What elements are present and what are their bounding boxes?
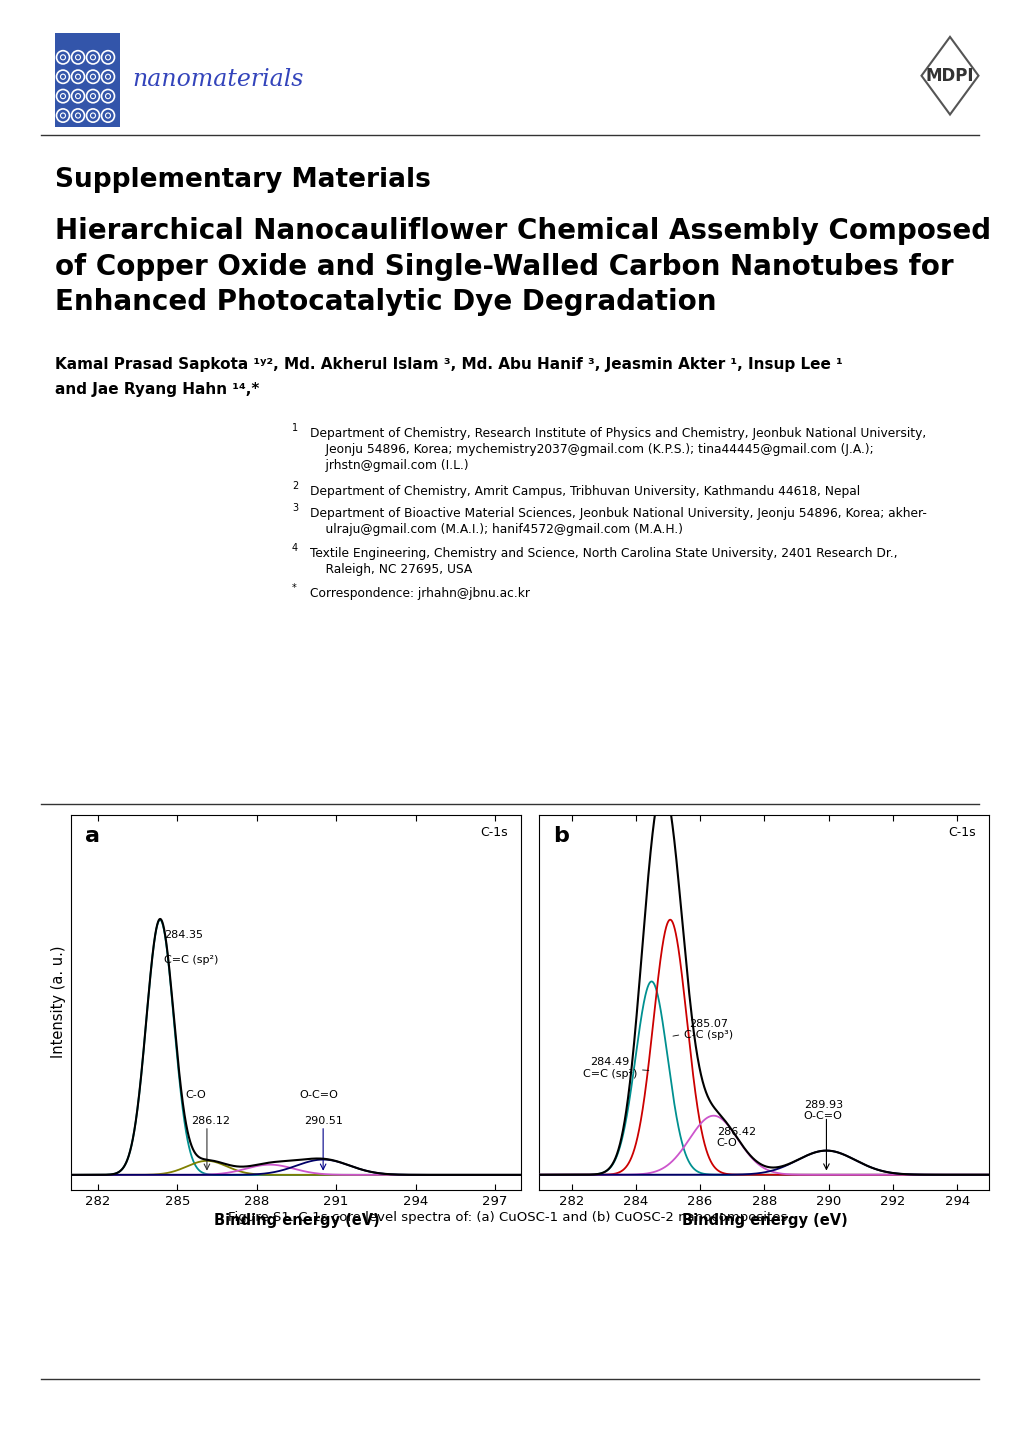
Text: 2: 2 (291, 482, 298, 492)
Text: C-1s: C-1s (948, 826, 975, 839)
Text: 286.12: 286.12 (191, 1116, 230, 1126)
Text: 289.93
O-C=O: 289.93 O-C=O (803, 1100, 842, 1122)
Text: MDPI: MDPI (925, 66, 973, 85)
Text: Correspondence: jrhahn@jbnu.ac.kr: Correspondence: jrhahn@jbnu.ac.kr (310, 587, 530, 600)
Text: and Jae Ryang Hahn ¹⁴,*: and Jae Ryang Hahn ¹⁴,* (55, 382, 259, 397)
Text: 285.07
C-C (sp³): 285.07 C-C (sp³) (673, 1018, 733, 1040)
Text: 3: 3 (291, 503, 298, 513)
Text: C-1s: C-1s (480, 826, 507, 839)
Text: O-C=O: O-C=O (299, 1090, 338, 1100)
Text: C-O: C-O (185, 1090, 206, 1100)
Text: Hierarchical Nanocauliflower Chemical Assembly Composed
of Copper Oxide and Sing: Hierarchical Nanocauliflower Chemical As… (55, 218, 990, 316)
Text: *: * (291, 584, 297, 593)
Text: 1: 1 (291, 423, 298, 433)
Text: Department of Bioactive Material Sciences, Jeonbuk National University, Jeonju 5: Department of Bioactive Material Science… (310, 508, 926, 536)
FancyBboxPatch shape (55, 33, 120, 127)
Text: 290.51: 290.51 (305, 1116, 343, 1126)
Text: Department of Chemistry, Amrit Campus, Tribhuvan University, Kathmandu 44618, Ne: Department of Chemistry, Amrit Campus, T… (310, 486, 859, 499)
Text: Supplementary Materials: Supplementary Materials (55, 167, 430, 193)
Text: Kamal Prasad Sapkota ¹ʸ², Md. Akherul Islam ³, Md. Abu Hanif ³, Jeasmin Akter ¹,: Kamal Prasad Sapkota ¹ʸ², Md. Akherul Is… (55, 358, 842, 372)
Text: C=C (sp²): C=C (sp²) (164, 955, 218, 965)
Text: b: b (552, 826, 569, 846)
Text: nanomaterials: nanomaterials (131, 68, 303, 91)
Y-axis label: Intensity (a. u.): Intensity (a. u.) (51, 946, 66, 1058)
Text: Department of Chemistry, Research Institute of Physics and Chemistry, Jeonbuk Na: Department of Chemistry, Research Instit… (310, 427, 925, 472)
Text: 286.42
C-O: 286.42 C-O (716, 1126, 755, 1148)
X-axis label: Binding energy (eV): Binding energy (eV) (213, 1213, 379, 1229)
Text: 284.49
C=C (sp²): 284.49 C=C (sp²) (582, 1057, 648, 1079)
Text: Figure S1. C-1s core level spectra of: (a) CuOSC-1 and (b) CuOSC-2 nanocomposite: Figure S1. C-1s core level spectra of: (… (228, 1211, 791, 1224)
Text: Textile Engineering, Chemistry and Science, North Carolina State University, 240: Textile Engineering, Chemistry and Scien… (310, 548, 897, 577)
Text: a: a (85, 826, 100, 846)
Polygon shape (920, 37, 977, 114)
X-axis label: Binding energy (eV): Binding energy (eV) (681, 1213, 847, 1229)
Text: 4: 4 (291, 544, 298, 554)
Text: 284.35: 284.35 (164, 930, 203, 940)
